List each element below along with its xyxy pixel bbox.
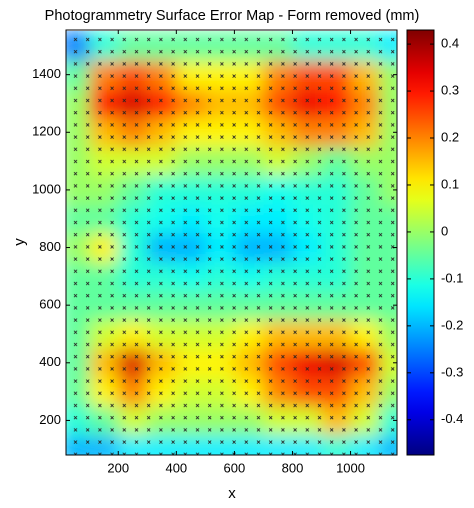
y-tick-label: 800: [39, 239, 61, 254]
colorbar: [406, 29, 435, 456]
y-axis-label: y: [11, 238, 28, 246]
y-tick-label: 600: [39, 297, 61, 312]
y-tick-label: 200: [39, 412, 61, 427]
plot-area: [66, 30, 397, 455]
y-tick-label: 1400: [32, 66, 61, 81]
colorbar-tick-label: 0.4: [441, 36, 459, 51]
x-tick-label: 1000: [336, 460, 365, 475]
measurement-points: [66, 30, 397, 455]
x-tick-label: 800: [282, 460, 304, 475]
colorbar-tick-label: -0.4: [441, 411, 463, 426]
chart-title: Photogrammetry Surface Error Map - Form …: [45, 8, 420, 24]
x-axis-label: x: [228, 485, 236, 502]
y-tick-label: 1000: [32, 181, 61, 196]
colorbar-tick-label: 0: [441, 223, 448, 238]
y-tick-label: 400: [39, 354, 61, 369]
colorbar-tick-label: 0.3: [441, 82, 459, 97]
colorbar-tick-label: 0.1: [441, 176, 459, 191]
x-tick-label: 600: [224, 460, 246, 475]
x-tick-label: 200: [107, 460, 129, 475]
colorbar-tick-label: -0.2: [441, 317, 463, 332]
colorbar-tick-label: 0.2: [441, 129, 459, 144]
x-tick-label: 400: [165, 460, 187, 475]
plot-frame: [65, 29, 398, 456]
colorbar-tick-label: -0.3: [441, 364, 463, 379]
y-tick-label: 1200: [32, 124, 61, 139]
colorbar-tick-label: -0.1: [441, 270, 463, 285]
